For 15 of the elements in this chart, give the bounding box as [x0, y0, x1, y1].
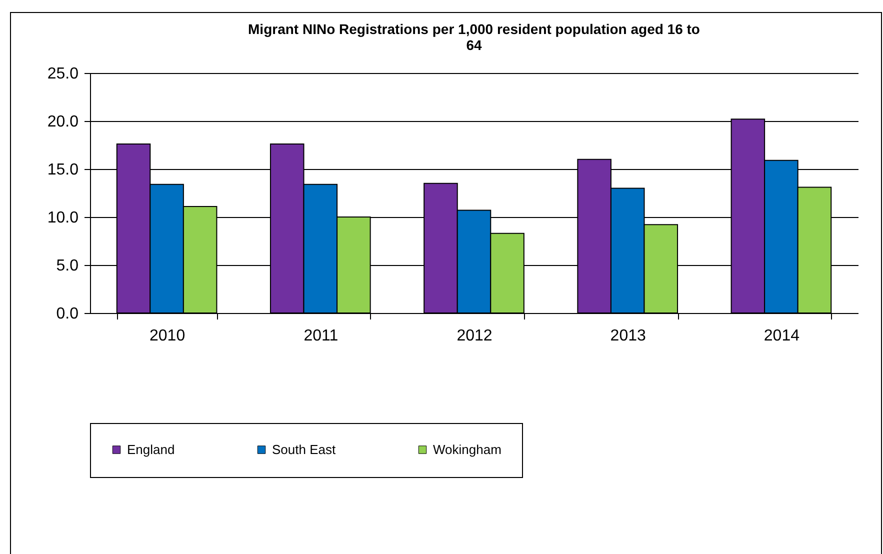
x-tick-label: 2013 [610, 328, 646, 344]
y-tick-label: 5.0 [56, 258, 79, 274]
x-tick-label: 2012 [456, 328, 492, 344]
y-tick-label: 10.0 [47, 210, 79, 226]
y-tick-label: 15.0 [47, 162, 79, 178]
legend-label: South East [272, 442, 336, 457]
x-tick-label: 2010 [150, 328, 186, 344]
y-tick-label: 25.0 [47, 66, 79, 82]
x-tick-label: 2011 [304, 328, 338, 344]
chart-title: Migrant NINo Registrations per 1,000 resident population aged 16 to 64 [248, 21, 700, 53]
x-tick-label: 2014 [764, 328, 800, 344]
y-tick-label: 0.0 [56, 306, 79, 322]
y-tick-label: 20.0 [47, 114, 79, 130]
legend-label: England [127, 442, 175, 457]
legend-label: Wokingham [433, 442, 502, 457]
